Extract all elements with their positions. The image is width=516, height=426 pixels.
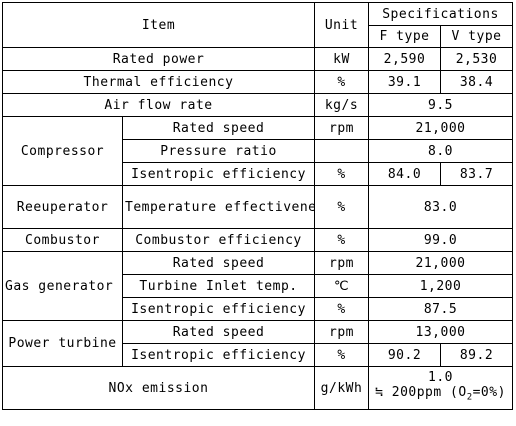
row-value: 1,200 (367, 274, 514, 298)
row-unit: kW (314, 47, 369, 71)
row-value: 21,000 (367, 116, 514, 140)
header-specifications: Specifications (367, 2, 514, 26)
row-rated-power: Rated power kW 2,590 2,530 (2, 47, 514, 71)
row-label: Isentropic efficiency (122, 343, 315, 367)
row-label: Thermal efficiency (2, 70, 315, 94)
nox-value: 1.0 (428, 370, 453, 386)
row-thermal-efficiency: Thermal efficiency % 39.1 38.4 (2, 70, 514, 94)
row-value: 9.5 (367, 93, 514, 117)
row-value: 13,000 (367, 320, 514, 344)
row-compressor-isentropic-efficiency: Isentropic efficiency % 84.0 83.7 (3, 162, 514, 186)
row-v-value: 38.4 (439, 70, 514, 94)
row-unit: % (314, 228, 369, 252)
row-unit: % (314, 185, 369, 229)
row-value: 21,000 (367, 251, 514, 275)
row-v-value: 2,530 (439, 47, 514, 71)
header-item: Item (2, 2, 315, 48)
group-gas-generator-turbine: Gas generator turbine (2, 251, 123, 321)
row-label: Temperature effectiveness (122, 185, 315, 229)
row-unit: rpm (314, 251, 369, 275)
header-v-type: V type (439, 25, 514, 48)
row-air-flow-rate: Air flow rate kg/s 9.5 (2, 93, 514, 117)
row-nox-emission: NOx emission g/kWh 1.0 ≒ 200ppm (O2=0%) (2, 366, 514, 410)
nox-value-cell: 1.0 ≒ 200ppm (O2=0%) (367, 366, 514, 410)
row-label: Pressure ratio (122, 139, 315, 163)
header-unit: Unit (314, 2, 369, 48)
row-recuperator: Reeuperator Temperature effectiveness % … (2, 185, 514, 229)
row-v-value: 89.2 (439, 343, 514, 367)
row-value: 87.5 (367, 297, 514, 321)
row-label: Turbine Inlet temp. (122, 274, 315, 298)
row-ggt-rated-speed: Gas generator turbine Rated speed rpm 21… (2, 251, 514, 321)
row-pt-rated-speed: Power turbine Rated speed rpm 13,000 (2, 320, 514, 367)
row-label: Rated speed (122, 251, 315, 275)
row-unit: % (314, 297, 369, 321)
row-value: 83.0 (367, 185, 514, 229)
group-power-turbine: Power turbine (2, 320, 123, 367)
row-unit: % (314, 162, 369, 186)
row-value: 99.0 (367, 228, 514, 252)
nox-ppm-suffix: =0%) (472, 385, 506, 401)
row-unit: kg/s (314, 93, 369, 117)
row-ggt-inlet-temp: Turbine Inlet temp. ℃ 1,200 (3, 274, 514, 298)
row-f-value: 39.1 (368, 70, 441, 94)
row-value: 8.0 (367, 139, 514, 163)
specifications-table: Item Unit Specifications F type V type R… (2, 2, 514, 410)
row-unit: % (314, 70, 369, 94)
row-unit: rpm (314, 320, 369, 344)
group-combustor: Combustor (2, 228, 123, 252)
row-f-value: 2,590 (368, 47, 441, 71)
row-ggt-isentropic-efficiency: Isentropic efficiency % 87.5 (3, 297, 514, 321)
row-combustor: Combustor Combustor efficiency % 99.0 (2, 228, 514, 252)
row-f-value: 84.0 (368, 162, 441, 186)
row-label: Rated speed (122, 320, 315, 344)
group-compressor: Compressor (2, 116, 123, 186)
group-recuperator: Reeuperator (2, 185, 123, 229)
row-unit: ℃ (314, 274, 369, 298)
row-label: Rated power (2, 47, 315, 71)
row-label: Rated speed (122, 116, 315, 140)
row-unit (314, 139, 369, 163)
row-compressor-rated-speed: Compressor Rated speed rpm 21,000 (2, 116, 514, 186)
row-label: Isentropic efficiency (122, 162, 315, 186)
nox-ppm-subscript: 2 (466, 392, 473, 403)
row-unit: % (314, 343, 369, 367)
row-label: Combustor efficiency (122, 228, 315, 252)
row-label: Isentropic efficiency (122, 297, 315, 321)
nox-ppm-prefix: ≒ 200ppm (O (375, 385, 467, 401)
header-f-type: F type (368, 25, 441, 48)
row-label: Air flow rate (2, 93, 315, 117)
row-f-value: 90.2 (368, 343, 441, 367)
nox-ppm: ≒ 200ppm (O2=0%) (371, 385, 510, 406)
row-v-value: 83.7 (439, 162, 514, 186)
row-label: NOx emission (2, 366, 315, 410)
row-unit: rpm (314, 116, 369, 140)
row-unit: g/kWh (314, 366, 369, 410)
